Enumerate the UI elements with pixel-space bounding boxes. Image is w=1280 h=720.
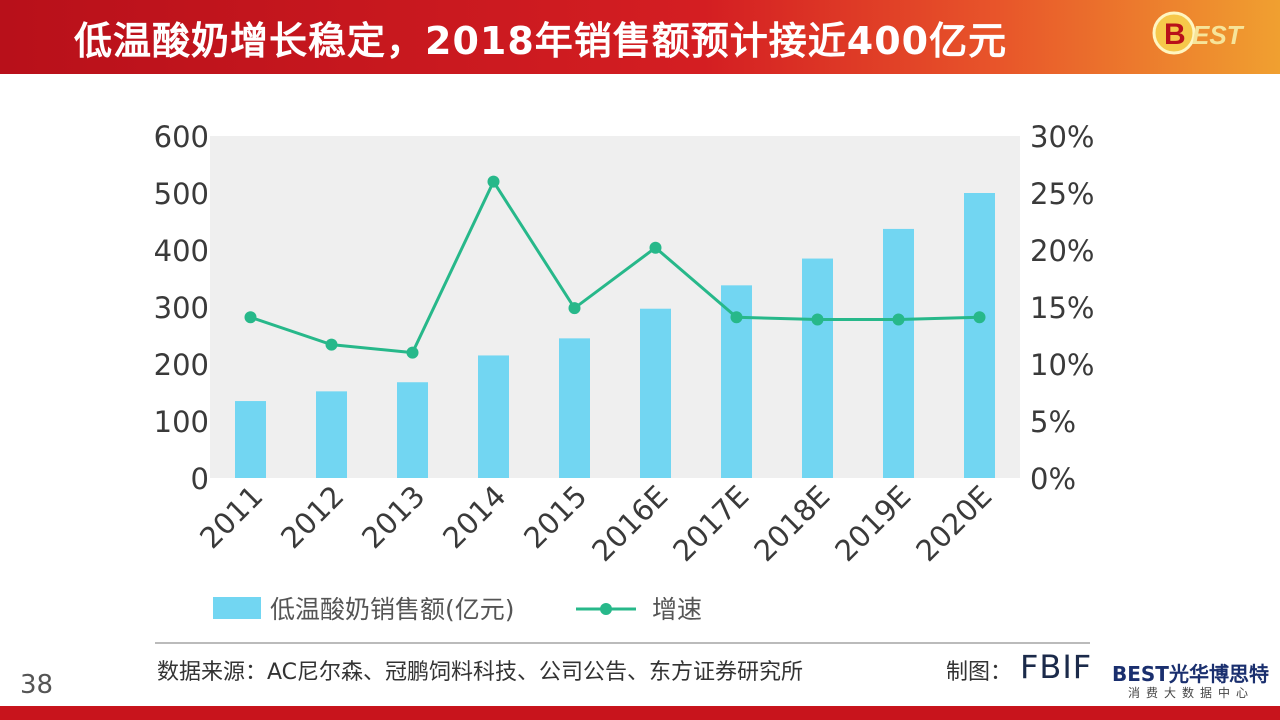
growth-line <box>250 178 980 355</box>
brand-subtitle: 消费大数据中心 <box>1128 686 1255 700</box>
y-right-tick: 25% <box>1030 177 1094 211</box>
footer-bar <box>0 706 1280 720</box>
x-tick-label: 2020E <box>909 479 998 568</box>
y-left-tick: 100 <box>154 405 209 439</box>
growth-point-2015 <box>568 302 581 315</box>
x-tick-label: 2012 <box>274 479 350 555</box>
growth-point-2016E <box>649 241 662 254</box>
x-tick-label: 2014 <box>436 479 512 555</box>
made-by-label: 制图： <box>946 660 1013 685</box>
y-right-tick: 0% <box>1030 462 1076 496</box>
bar-2015 <box>559 338 590 478</box>
bar-2016E <box>640 308 671 478</box>
legend-bar-swatch <box>213 597 261 619</box>
fbif-logo: FBIF <box>1020 648 1093 686</box>
brand-name: BEST光华博思特 <box>1112 662 1269 686</box>
bar-2011 <box>235 401 266 478</box>
growth-point-2018E <box>811 313 824 326</box>
y-right-tick: 15% <box>1030 291 1094 325</box>
growth-point-2013 <box>406 346 419 359</box>
growth-point-2020E <box>973 311 986 324</box>
y-left-tick: 0 <box>191 462 209 496</box>
y-left-tick: 500 <box>154 177 209 211</box>
x-tick-label: 2018E <box>747 479 836 568</box>
y-right-tick: 20% <box>1030 234 1094 268</box>
y-left-tick: 400 <box>154 234 209 268</box>
legend-line-swatch <box>576 603 636 615</box>
x-tick-label: 2013 <box>355 479 431 555</box>
divider <box>155 642 1090 644</box>
x-tick-label: 2016E <box>585 479 674 568</box>
y-left-tick: 300 <box>154 291 209 325</box>
x-tick-label: 2015 <box>517 479 593 555</box>
bar-2013 <box>397 382 428 478</box>
y-left-tick: 200 <box>154 348 209 382</box>
best-logo-icon: B EST <box>1152 11 1245 55</box>
bar-2014 <box>478 355 509 478</box>
x-tick-label: 2017E <box>666 479 755 568</box>
bar-2018E <box>802 258 833 478</box>
y-right-tick: 30% <box>1030 120 1094 154</box>
brand-logo: BEST光华博思特 消费大数据中心 <box>1112 658 1274 702</box>
legend-bar-label: 低温酸奶销售额(亿元) <box>270 595 515 624</box>
header-banner: 低温酸奶增长稳定，2018年销售额预计接近400亿元 B EST <box>0 0 1280 74</box>
svg-text:EST: EST <box>1192 20 1245 50</box>
bar-2019E <box>883 228 914 478</box>
growth-point-2019E <box>892 313 905 326</box>
legend-line-label: 增速 <box>652 595 703 624</box>
y-right-tick: 10% <box>1030 348 1094 382</box>
svg-text:B: B <box>1164 18 1186 51</box>
growth-point-2012 <box>325 338 338 351</box>
growth-point-2017E <box>730 311 743 324</box>
data-source: 数据来源：AC尼尔森、冠鹏饲料科技、公司公告、东方证券研究所 <box>157 660 804 685</box>
x-tick-label: 2019E <box>828 479 917 568</box>
bar-2012 <box>316 391 347 478</box>
page-title: 低温酸奶增长稳定，2018年销售额预计接近400亿元 <box>74 19 1008 63</box>
bar-2020E <box>964 193 995 478</box>
y-left-tick: 600 <box>154 120 209 154</box>
y-right-tick: 5% <box>1030 405 1076 439</box>
growth-point-2011 <box>244 311 257 324</box>
growth-point-2014 <box>487 175 500 188</box>
page-number: 38 <box>20 670 54 700</box>
